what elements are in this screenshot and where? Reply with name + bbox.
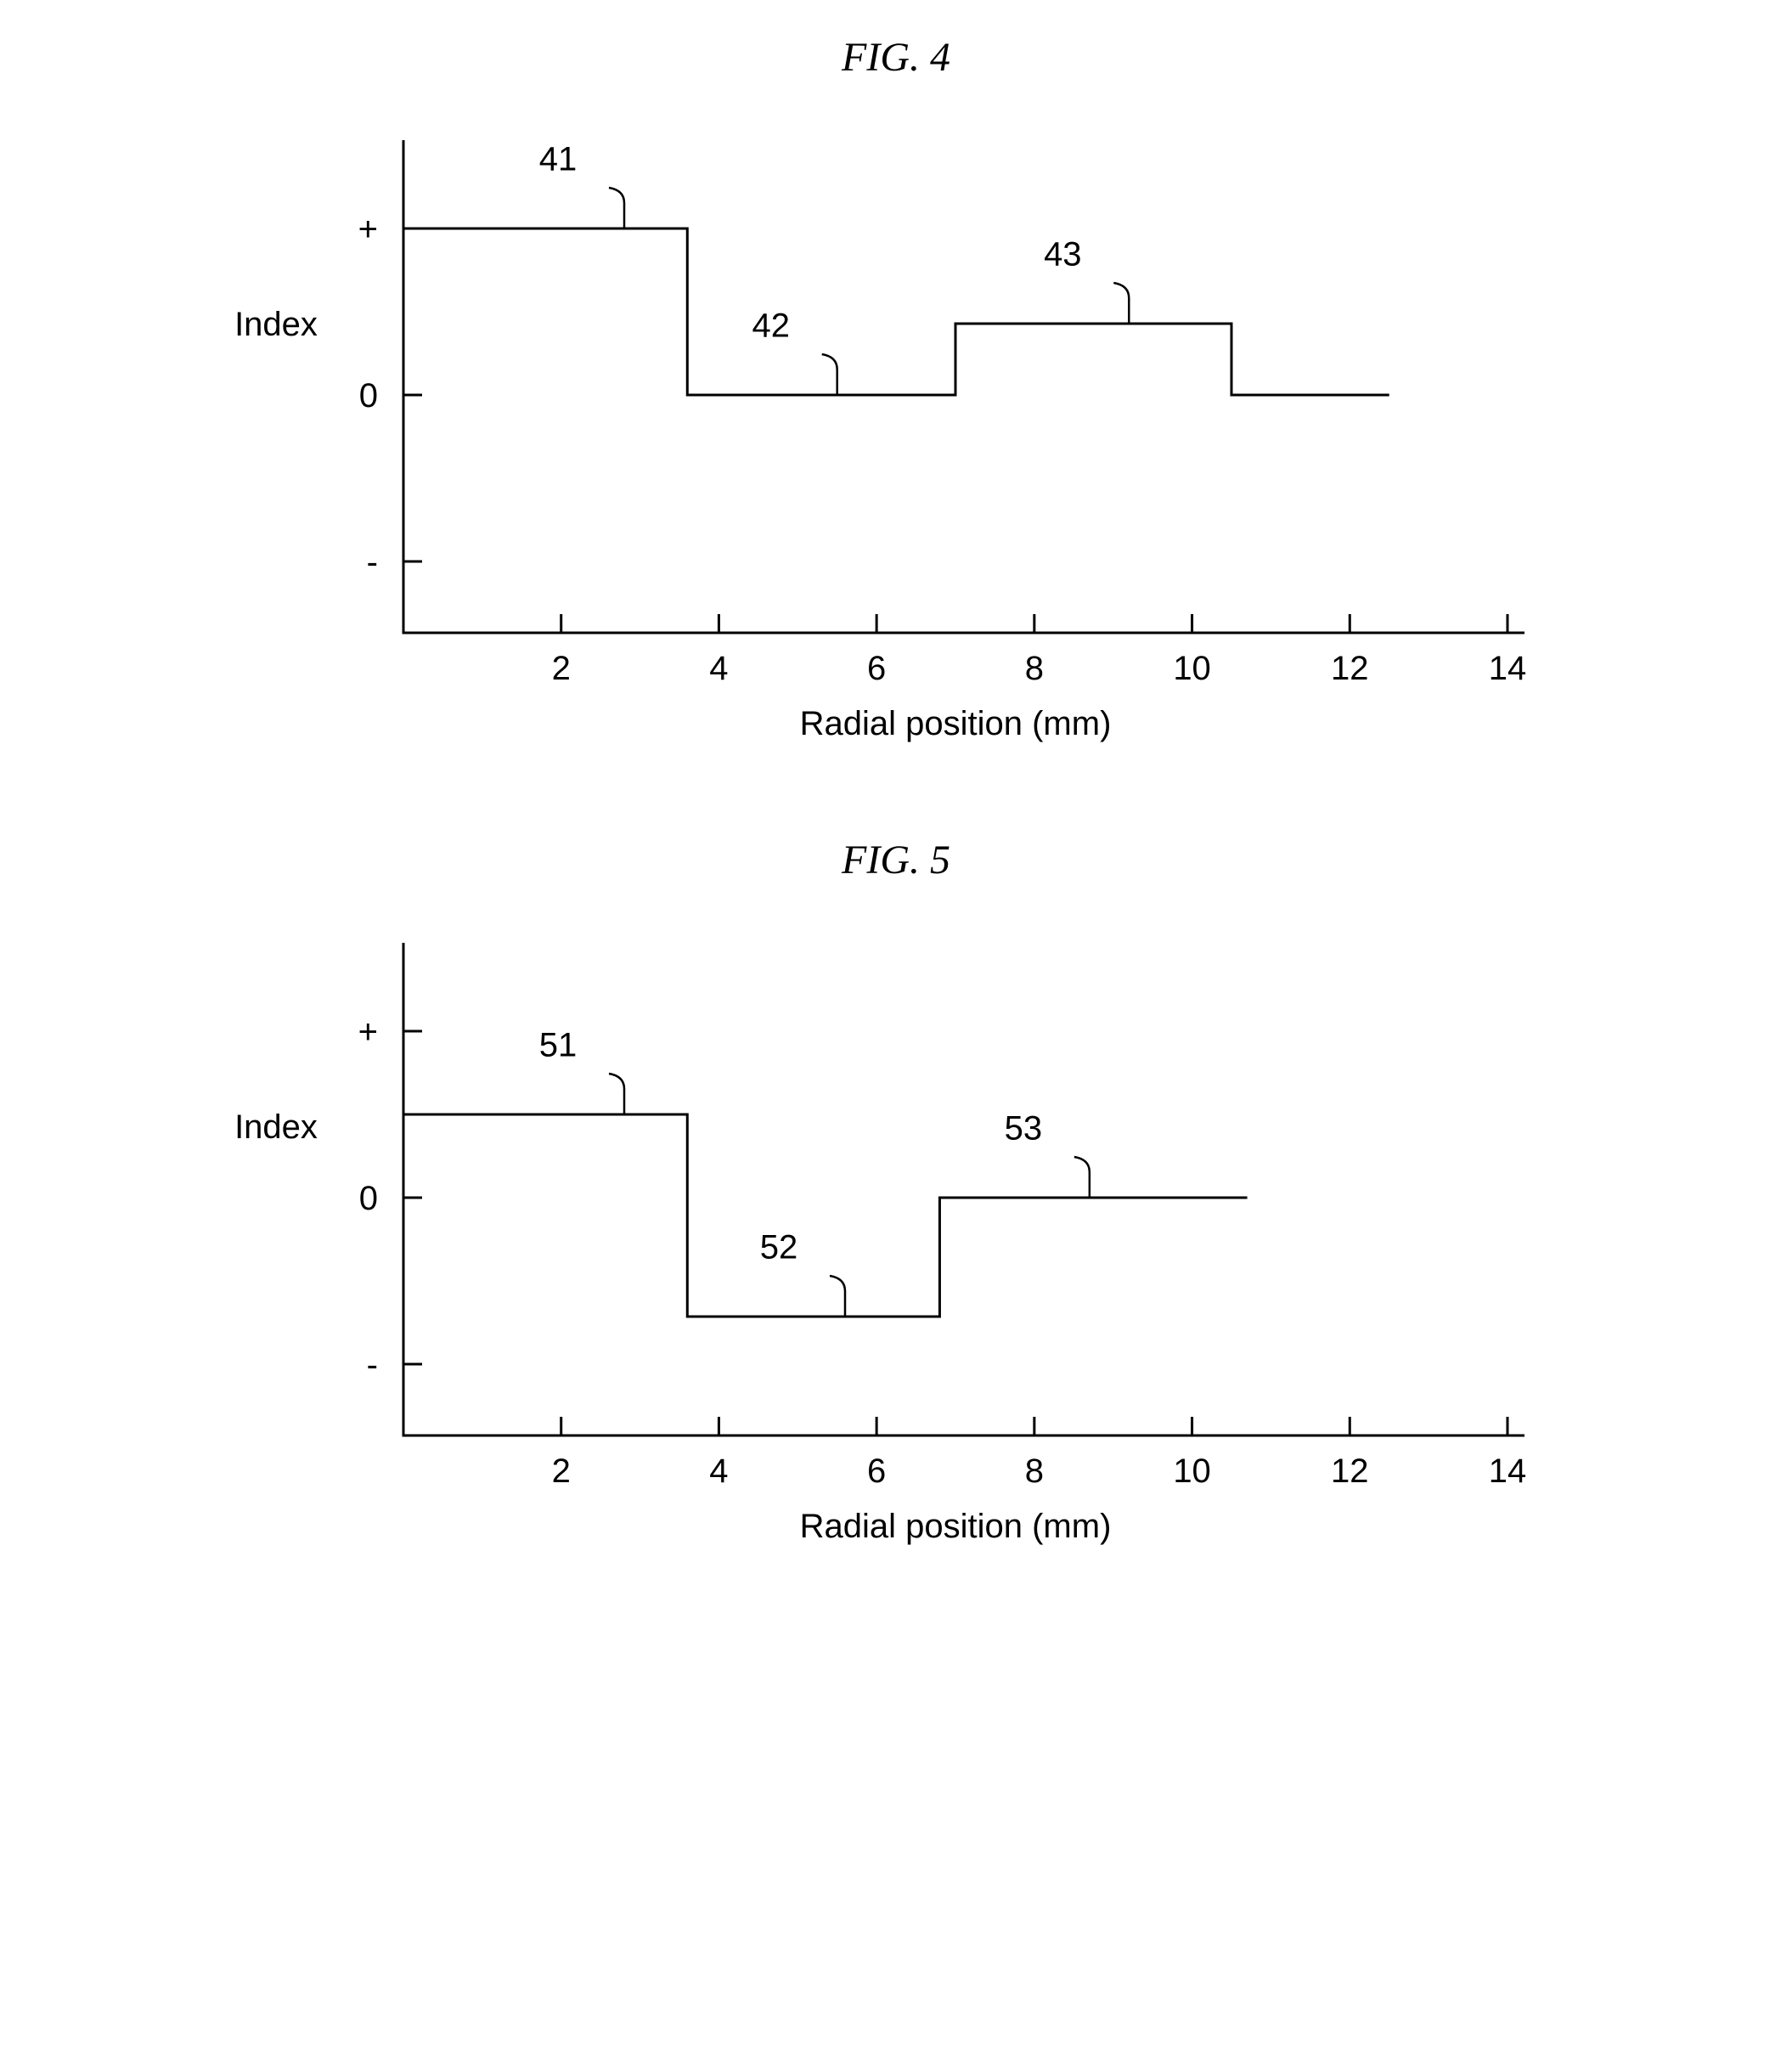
callout-label: 42 [752,307,791,345]
callout-hook [830,1276,845,1317]
callout-hook [1113,283,1129,324]
y-tick-label: 0 [359,377,378,415]
step-line [403,1114,1248,1317]
x-tick-label: 12 [1331,1452,1369,1490]
x-tick-label: 8 [1025,650,1044,687]
y-tick-label: - [367,544,378,581]
callout-hook [822,354,837,395]
x-tick-label: 2 [552,650,571,687]
step-line [403,228,1389,395]
callout-label: 41 [539,141,578,178]
x-tick-label: 6 [867,1452,886,1490]
callout-label: 52 [760,1229,798,1266]
figure-title: FIG. 4 [174,34,1618,81]
y-tick-label: + [358,1013,378,1051]
x-axis-label: Radial position (mm) [800,1508,1112,1545]
x-tick-label: 14 [1489,650,1527,687]
chart-svg: 2 4 6 8 10 12 14 - 0 + Index Radial position (mm) 51… [183,909,1609,1571]
chart-area: 2 4 6 8 10 12 14 - 0 + Index Radial position (mm) 51… [174,909,1618,1571]
x-tick-label: 4 [709,650,728,687]
x-tick-label: 4 [709,1452,728,1490]
callout-hook [609,1074,624,1114]
figure-4: FIG. 4 2 4 6 8 10 12 14 - 0 + Index Radial position … [174,34,1618,769]
callout-label: 43 [1044,236,1082,274]
x-tick-label: 10 [1173,1452,1211,1490]
x-axis-label: Radial position (mm) [800,705,1112,742]
y-axis-label: Index [234,1108,318,1146]
chart-svg: 2 4 6 8 10 12 14 - 0 + Index Radial position (mm) 41… [183,106,1609,769]
figure-5: FIG. 5 2 4 6 8 10 12 14 - 0 + Index Radial position … [174,837,1618,1571]
x-tick-label: 10 [1173,650,1211,687]
chart-area: 2 4 6 8 10 12 14 - 0 + Index Radial position (mm) 41… [174,106,1618,769]
x-tick-label: 6 [867,650,886,687]
callout-label: 53 [1005,1110,1043,1148]
callout-label: 51 [539,1027,578,1064]
axes [403,943,1524,1435]
x-tick-label: 12 [1331,650,1369,687]
y-tick-label: 0 [359,1180,378,1217]
callout-hook [1074,1157,1090,1198]
y-tick-label: - [367,1346,378,1384]
callout-hook [609,188,624,228]
y-tick-label: + [358,211,378,248]
y-axis-label: Index [234,306,318,343]
x-tick-label: 8 [1025,1452,1044,1490]
figure-title: FIG. 5 [174,837,1618,883]
x-tick-label: 14 [1489,1452,1527,1490]
axes [403,140,1524,633]
x-tick-label: 2 [552,1452,571,1490]
